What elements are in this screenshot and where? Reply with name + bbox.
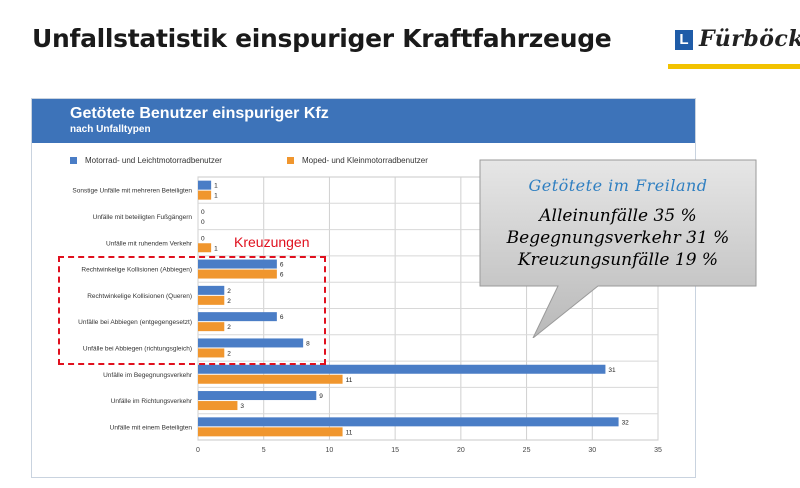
legend-swatch-moped <box>287 157 294 165</box>
category-label: Unfälle mit beteiligten Fußgängern <box>93 214 193 221</box>
slide-title: Unfallstatistik einspuriger Kraftfahrzeu… <box>32 24 612 53</box>
data-label-series1: 2 <box>227 350 231 357</box>
callout-line-kreuzungsunfaelle: Kreuzungsunfälle 19 % <box>517 250 719 270</box>
bar-series0 <box>198 417 619 427</box>
bar-series1 <box>198 243 212 253</box>
category-label: Rechtwinkelige Kollisionen (Abbiegen) <box>81 267 192 274</box>
data-label-series1: 2 <box>227 298 231 305</box>
bar-series0 <box>198 180 212 190</box>
x-tick-label: 15 <box>391 447 399 454</box>
category-label: Unfälle bei Abbiegen (richtungsgleich) <box>83 345 192 352</box>
x-tick-label: 10 <box>326 447 334 454</box>
bar-series1 <box>198 427 343 437</box>
legend-item-motorrad: Motorrad- und Leichtmotorradbenutzer <box>70 156 222 165</box>
legend-item-moped: Moped- und Kleinmotorradbenutzer <box>287 156 428 165</box>
bar-series0 <box>198 259 277 269</box>
logo-accent-bar <box>668 64 800 69</box>
chart-subtitle: nach Unfalltypen <box>70 124 151 135</box>
bar-series0 <box>198 391 317 401</box>
data-label-series0: 8 <box>306 340 310 347</box>
data-label-series0: 0 <box>201 209 205 216</box>
bar-series0 <box>198 364 606 374</box>
data-label-series1: 2 <box>227 324 231 331</box>
company-logo: L Fürböck <box>675 26 800 54</box>
bar-series0 <box>198 285 225 295</box>
chart-header: Getötete Benutzer einspuriger Kfz nach U… <box>32 99 695 143</box>
x-tick-label: 30 <box>588 447 596 454</box>
data-label-series1: 6 <box>280 272 284 279</box>
bar-series1 <box>198 401 238 411</box>
data-label-series0: 1 <box>214 183 218 190</box>
x-tick-label: 5 <box>262 447 266 454</box>
category-label: Sonstige Unfälle mit mehreren Beteiligte… <box>72 188 192 195</box>
category-label: Unfälle bei Abbiegen (entgegengesetzt) <box>78 319 192 326</box>
x-tick-label: 20 <box>457 447 465 454</box>
data-label-series0: 6 <box>280 314 284 321</box>
callout-line-begegnungsverkehr: Begegnungsverkehr 31 % <box>506 228 730 248</box>
bar-series0 <box>198 312 277 322</box>
category-label: Unfälle im Begegnungsverkehr <box>103 372 193 379</box>
data-label-series0: 0 <box>201 235 205 242</box>
legend-label-moped: Moped- und Kleinmotorradbenutzer <box>302 156 428 165</box>
callout-shape <box>479 159 757 338</box>
data-label-series1: 11 <box>346 377 353 384</box>
kreuzungen-highlight-box <box>58 256 326 365</box>
chart-title: Getötete Benutzer einspuriger Kfz <box>70 105 329 122</box>
data-label-series1: 3 <box>240 403 244 410</box>
data-label-series0: 6 <box>280 262 284 269</box>
data-label-series1: 1 <box>214 245 218 252</box>
x-tick-label: 25 <box>523 447 531 454</box>
data-label-series0: 2 <box>227 288 231 295</box>
category-label: Unfälle mit ruhendem Verkehr <box>106 240 193 247</box>
bar-series1 <box>198 348 225 358</box>
data-label-series0: 9 <box>319 393 323 400</box>
data-label-series1: 0 <box>201 219 205 226</box>
bar-series1 <box>198 322 225 332</box>
data-label-series1: 1 <box>214 193 218 200</box>
bar-series1 <box>198 190 212 200</box>
bar-series0 <box>198 338 304 348</box>
data-label-series1: 11 <box>346 429 353 436</box>
x-tick-label: 35 <box>654 447 662 454</box>
callout-title: Getötete im Freiland <box>528 176 708 195</box>
callout-line-alleinunfaelle: Alleinunfälle 35 % <box>539 206 697 226</box>
kreuzungen-label: Kreuzungen <box>234 234 310 250</box>
bar-series1 <box>198 269 277 279</box>
category-label: Unfälle mit einem Beteiligten <box>110 424 193 431</box>
x-tick-label: 0 <box>196 447 200 454</box>
data-label-series0: 31 <box>608 367 616 374</box>
legend-swatch-motorrad <box>70 157 77 165</box>
legend-label-motorrad: Motorrad- und Leichtmotorradbenutzer <box>85 156 222 165</box>
callout-bubble: Getötete im Freiland Alleinunfälle 35 % … <box>478 158 758 338</box>
logo-letter-box: L <box>675 30 693 50</box>
logo-text: Fürböck <box>699 26 800 52</box>
bar-series1 <box>198 295 225 305</box>
bar-series1 <box>198 374 343 384</box>
category-label: Rechtwinkelige Kollisionen (Queren) <box>87 293 192 300</box>
data-label-series0: 32 <box>622 419 630 426</box>
category-label: Unfälle im Richtungsverkehr <box>111 398 193 405</box>
